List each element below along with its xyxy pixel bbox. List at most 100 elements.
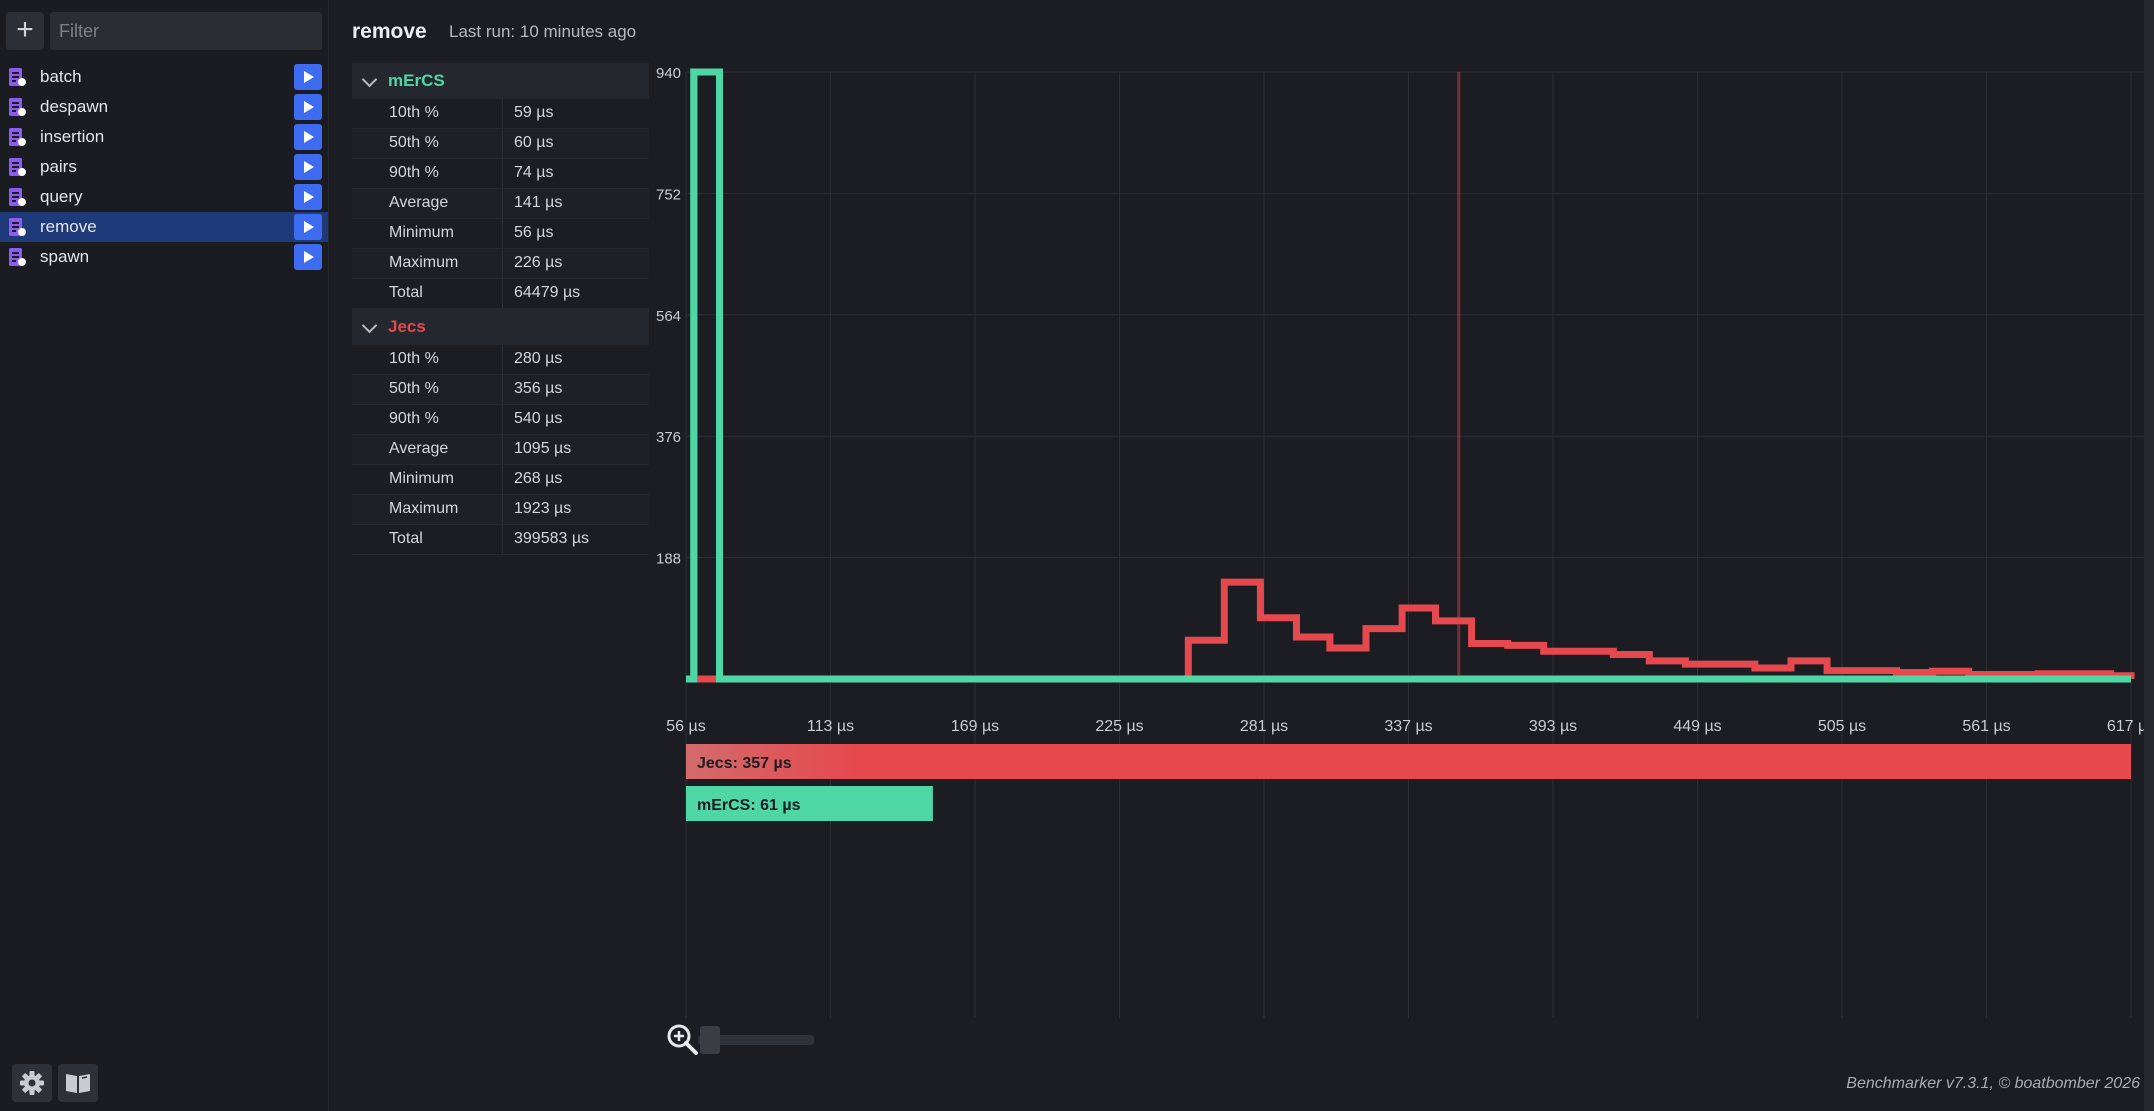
stat-row: 50th % 356 µs (352, 375, 649, 405)
stat-row: 10th % 59 µs (352, 99, 649, 129)
benchmark-file-icon (9, 248, 26, 266)
stat-value: 399583 µs (514, 530, 590, 547)
stat-value: 540 µs (514, 410, 563, 427)
stat-label: Minimum (389, 470, 454, 487)
stat-label: Total (389, 284, 423, 301)
benchmark-item-remove[interactable]: remove (0, 212, 328, 242)
stat-value: 1095 µs (514, 440, 572, 457)
stat-label: 50th % (389, 380, 439, 397)
run-button[interactable] (294, 184, 322, 210)
stat-row: Maximum 226 µs (352, 249, 649, 279)
stat-value: 56 µs (514, 224, 554, 241)
stat-value: 64479 µs (514, 284, 581, 301)
stat-value: 280 µs (514, 350, 563, 367)
x-tick-label: 393 µs (1529, 718, 1577, 735)
summary-bar-label: mErCS: 61 µs (697, 797, 801, 814)
benchmark-item-query[interactable]: query (0, 182, 328, 212)
stat-label: 10th % (389, 350, 439, 367)
stats-group-rows: 10th % 280 µs 50th % 356 µs 90th % 540 µs Aver… (352, 345, 649, 555)
stat-row: Total 64479 µs (352, 279, 649, 309)
benchmark-label: despawn (40, 97, 109, 116)
benchmark-list: batch despawn insertion pairs query remove spa… (0, 62, 328, 272)
series-line-mErCS (686, 68, 2131, 683)
stat-value: 59 µs (514, 104, 554, 121)
benchmark-file-icon (9, 98, 26, 116)
benchmark-label: pairs (40, 157, 77, 176)
benchmark-file-icon (9, 158, 26, 176)
run-button[interactable] (294, 64, 322, 90)
benchmark-label: spawn (40, 247, 90, 266)
stat-row: Average 141 µs (352, 189, 649, 219)
x-tick-label: 449 µs (1673, 718, 1721, 735)
stats-group-header[interactable]: Jecs (352, 309, 649, 345)
stats-group-header[interactable]: mErCS (352, 63, 649, 99)
docs-button[interactable] (58, 1064, 98, 1102)
x-tick-label: 505 µs (1818, 718, 1866, 735)
sidebar: + batch despawn insertion pairs query remove s… (0, 0, 329, 1111)
zoom-in-icon[interactable] (666, 1023, 700, 1057)
benchmark-label: insertion (40, 127, 105, 146)
stat-row: Maximum 1923 µs (352, 495, 649, 525)
benchmark-label: remove (40, 217, 97, 236)
run-button[interactable] (294, 124, 322, 150)
stat-label: Average (389, 440, 449, 457)
scrollbar[interactable] (2144, 0, 2154, 1111)
stat-value: 226 µs (514, 254, 563, 271)
run-button[interactable] (294, 214, 322, 240)
stat-row: 50th % 60 µs (352, 129, 649, 159)
page-title: remove (352, 20, 427, 43)
add-benchmark-button[interactable]: + (6, 12, 44, 50)
x-tick-label: 561 µs (1962, 718, 2010, 735)
summary-bar (686, 786, 933, 821)
run-button[interactable] (294, 94, 322, 120)
benchmark-label: batch (40, 67, 82, 86)
series-line-Jecs (686, 578, 2135, 683)
x-tick-label: 169 µs (951, 718, 999, 735)
benchmark-item-batch[interactable]: batch (0, 62, 328, 92)
x-tick-label: 113 µs (807, 718, 854, 735)
x-tick-label: 56 µs (666, 718, 705, 735)
run-button[interactable] (294, 244, 322, 270)
stat-value: 356 µs (514, 380, 563, 397)
benchmark-file-icon (9, 128, 26, 146)
stats-group-name: mErCS (388, 71, 445, 90)
x-tick-label: 225 µs (1095, 718, 1143, 735)
x-tick-label: 281 µs (1240, 718, 1288, 735)
zoom-slider[interactable] (698, 1035, 814, 1045)
stat-row: Minimum 56 µs (352, 219, 649, 249)
stat-row: Average 1095 µs (352, 435, 649, 465)
stat-label: Minimum (389, 224, 454, 241)
stats-group-rows: 10th % 59 µs 50th % 60 µs 90th % 74 µs Average… (352, 99, 649, 309)
y-tick-label: 564 (656, 308, 681, 325)
benchmark-item-spawn[interactable]: spawn (0, 242, 328, 272)
stat-row: Minimum 268 µs (352, 465, 649, 495)
settings-button[interactable] (12, 1064, 52, 1102)
y-tick-label: 188 (656, 551, 681, 568)
benchmark-label: query (40, 187, 83, 206)
stat-label: 90th % (389, 410, 439, 427)
run-button[interactable] (294, 154, 322, 180)
filter-input[interactable] (50, 12, 322, 50)
stat-value: 74 µs (514, 164, 554, 181)
y-tick-label: 376 (656, 429, 681, 446)
summary-bar-label: Jecs: 357 µs (697, 755, 792, 772)
benchmark-item-insertion[interactable]: insertion (0, 122, 328, 152)
stat-value: 60 µs (514, 134, 554, 151)
stat-label: Total (389, 530, 423, 547)
stats-table: mErCS 10th % 59 µs 50th % 60 µs 90th % 74 µs Av… (352, 63, 649, 555)
benchmark-item-pairs[interactable]: pairs (0, 152, 328, 182)
stat-value: 268 µs (514, 470, 563, 487)
stat-label: Maximum (389, 500, 459, 517)
stat-label: Average (389, 194, 449, 211)
stat-value: 141 µs (514, 194, 563, 211)
stat-label: Maximum (389, 254, 459, 271)
stat-value: 1923 µs (514, 500, 572, 517)
zoom-slider-thumb[interactable] (700, 1026, 720, 1054)
stat-label: 10th % (389, 104, 439, 121)
benchmark-item-despawn[interactable]: despawn (0, 92, 328, 122)
stat-row: 90th % 540 µs (352, 405, 649, 435)
stat-row: 10th % 280 µs (352, 345, 649, 375)
stat-label: 50th % (389, 134, 439, 151)
x-tick-label: 337 µs (1384, 718, 1432, 735)
